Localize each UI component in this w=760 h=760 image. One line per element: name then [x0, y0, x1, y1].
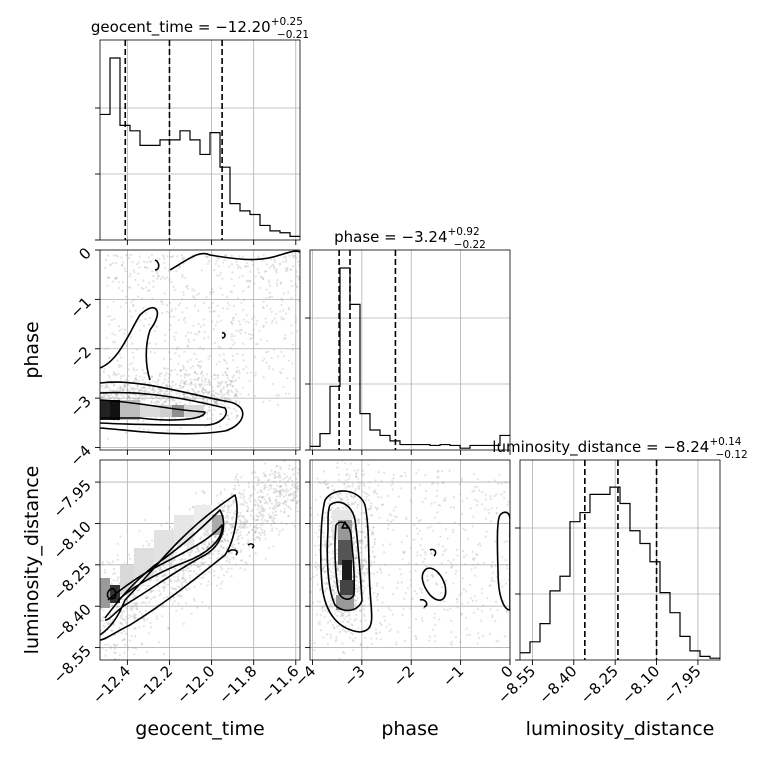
contour-line — [419, 598, 428, 608]
x-tick-label: −12.4 — [89, 662, 134, 707]
xlabel-luminosity_distance: luminosity_distance — [526, 718, 715, 740]
title-geocent_time: geocent_time = −12.20+0.25 −0.21 — [91, 16, 309, 41]
panel-2d-geocent_time-luminosity_distance: −12.4−12.2−12.0−11.8−11.6 −8.55−8.40−8.25… — [50, 459, 303, 707]
y-tick-label: −8.55 — [50, 642, 95, 687]
x-tick-label: −11.6 — [257, 662, 302, 707]
contour-line — [100, 494, 238, 641]
y-tick-label: −2 — [66, 343, 94, 371]
x-tick-label: −4 — [291, 662, 319, 690]
contour-line — [100, 391, 227, 426]
contour-line — [421, 567, 447, 601]
contour-line — [429, 548, 437, 557]
contour-line — [221, 332, 226, 339]
contour-line — [100, 381, 244, 435]
x-tick-label: −1 — [439, 662, 467, 690]
x-tick-label: −12.0 — [173, 662, 218, 707]
y-tick-label: −7.95 — [50, 476, 95, 521]
contour-line — [326, 501, 363, 612]
histogram-luminosity_distance — [520, 486, 720, 659]
y-tick-label: −1 — [66, 293, 94, 321]
histogram-phase — [310, 267, 510, 449]
ylabel-luminosity_distance: luminosity_distance — [21, 466, 43, 655]
y-tick-label: −8.25 — [50, 559, 95, 604]
y-tick-label: −8.10 — [50, 518, 95, 563]
contour-line — [341, 521, 349, 529]
y-tick-label: −4 — [66, 442, 94, 470]
panel-hist-luminosity_distance: −8.55−8.40−8.25−8.10−7.95 — [494, 459, 721, 707]
x-tick-label: −7.95 — [660, 662, 705, 707]
ylabel-phase: phase — [21, 321, 43, 378]
contour-line — [106, 587, 117, 600]
x-tick-label: −8.40 — [535, 662, 580, 707]
x-tick-label: −3 — [340, 662, 368, 690]
contour-line — [319, 490, 373, 633]
y-tick-label: −8.40 — [50, 600, 95, 645]
title-luminosity_distance: luminosity_distance = −8.24+0.14 −0.12 — [492, 436, 747, 461]
x-tick-label: −2 — [390, 662, 418, 690]
contour-line — [100, 307, 159, 381]
x-tick-label: −11.8 — [215, 662, 260, 707]
contour-line — [496, 511, 510, 611]
panel-hist-geocent_time — [95, 39, 301, 245]
histogram-geocent_time — [100, 57, 300, 237]
xlabel-phase: phase — [381, 718, 438, 740]
x-tick-label: −8.25 — [577, 662, 622, 707]
x-tick-label: −8.10 — [618, 662, 663, 707]
xlabel-geocent_time: geocent_time — [135, 718, 264, 740]
title-phase: phase = −3.24+0.92 −0.22 — [334, 226, 486, 251]
panel-2d-phase-luminosity_distance: −4 −3 −2 −1 0 — [291, 459, 517, 690]
contour-line — [107, 524, 223, 601]
contour-line — [154, 259, 160, 271]
contour-line — [247, 543, 255, 549]
panel-hist-phase — [305, 249, 511, 455]
x-tick-label: −12.2 — [131, 662, 176, 707]
contour-line — [227, 549, 238, 556]
panel-2d-geocent_time-phase: −4 −3 −2 −1 0 — [66, 244, 301, 470]
contour-line — [334, 521, 356, 600]
y-tick-label: 0 — [75, 244, 94, 263]
y-tick-label: −3 — [66, 392, 94, 420]
contour-line — [169, 250, 300, 271]
contour-line — [100, 399, 206, 421]
